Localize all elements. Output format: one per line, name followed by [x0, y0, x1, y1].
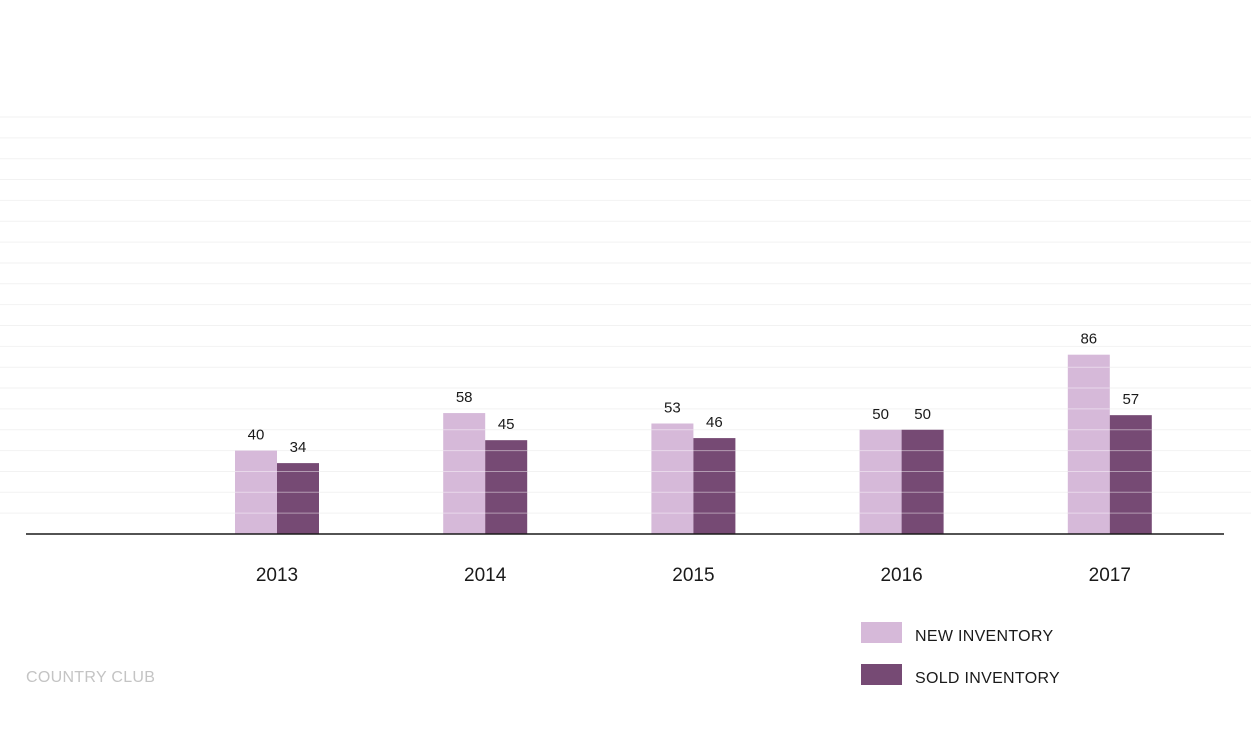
bar-sold-inventory-2015 [693, 438, 736, 534]
value-label-sold-inventory-2015: 46 [706, 414, 723, 431]
legend-swatch-new-inventory [861, 622, 902, 643]
bar-gridlines [235, 366, 1152, 514]
value-label-new-inventory-2015: 53 [664, 399, 681, 416]
value-label-new-inventory-2013: 40 [248, 427, 265, 444]
value-label-new-inventory-2016: 50 [872, 406, 889, 423]
x-tick-label-2016: 2016 [880, 565, 922, 586]
bar-new-inventory-2015 [651, 423, 694, 534]
bar-sold-inventory-2016 [901, 429, 944, 534]
value-labels: 40 34 58 45 53 46 50 50 86 57 [248, 331, 1139, 456]
legend: NEW INVENTORY SOLD INVENTORY [861, 622, 1060, 706]
bar-sold-inventory-2017 [1109, 415, 1152, 534]
bar-sold-inventory-2013 [277, 463, 319, 534]
value-label-new-inventory-2014: 58 [456, 389, 473, 406]
legend-item-sold-inventory: SOLD INVENTORY [861, 664, 1060, 687]
bar-new-inventory-2013 [235, 450, 277, 534]
value-label-sold-inventory-2017: 57 [1122, 391, 1139, 408]
x-tick-label-2015: 2015 [672, 565, 714, 586]
bar-sold-inventory-2014 [485, 440, 528, 534]
legend-label-new-inventory: NEW INVENTORY [915, 628, 1054, 645]
legend-item-new-inventory: NEW INVENTORY [861, 622, 1060, 645]
value-label-sold-inventory-2013: 34 [290, 439, 307, 456]
bars [235, 354, 1152, 534]
value-label-sold-inventory-2016: 50 [914, 406, 931, 423]
bar-new-inventory-2016 [859, 429, 902, 534]
x-tick-labels: 2013 2014 2015 2016 2017 [256, 565, 1131, 586]
x-tick-label-2014: 2014 [464, 565, 507, 586]
footer-label: COUNTRY CLUB [26, 669, 156, 686]
x-tick-label-2013: 2013 [256, 565, 298, 586]
value-label-sold-inventory-2014: 45 [498, 416, 515, 433]
legend-label-sold-inventory: SOLD INVENTORY [915, 670, 1060, 687]
value-label-new-inventory-2017: 86 [1080, 331, 1097, 348]
bar-new-inventory-2014 [443, 413, 486, 534]
x-tick-label-2017: 2017 [1089, 565, 1131, 586]
legend-swatch-sold-inventory [861, 664, 902, 685]
bar-new-inventory-2017 [1067, 354, 1110, 534]
gridlines [0, 116, 1251, 514]
